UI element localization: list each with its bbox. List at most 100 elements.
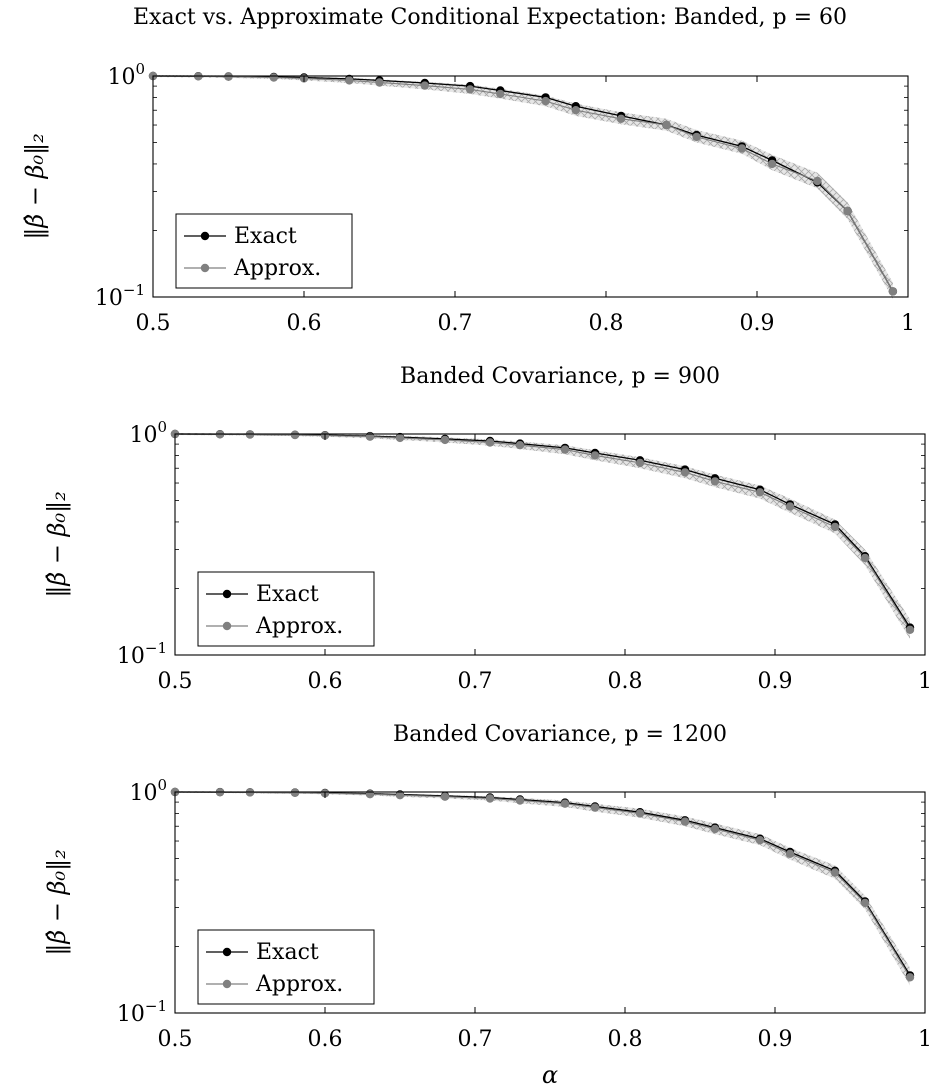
data-point-approx	[710, 477, 720, 486]
y-tick-label: 10−1	[117, 997, 167, 1027]
legend-marker	[200, 231, 210, 241]
data-point-approx	[571, 106, 580, 115]
plot-frame	[152, 75, 909, 298]
legend-marker	[222, 979, 232, 989]
data-point-approx	[365, 790, 375, 799]
data-point-approx	[813, 176, 822, 186]
x-tick-label: 1	[918, 1027, 932, 1052]
x-axis-label: α	[542, 1061, 558, 1089]
legend-marker	[222, 589, 232, 599]
data-point-approx	[785, 502, 795, 511]
y-axis-label: ‖β̂ − β₀‖₂	[21, 133, 50, 239]
data-point-approx	[710, 824, 720, 834]
chart-title: Banded Covariance, p = 1200	[393, 722, 727, 747]
data-point-approx	[485, 438, 495, 447]
chart-panel-3: Banded Covariance, p = 1200 0.5 0.6 0.7 0.8 0…	[43, 722, 932, 1089]
legend-box	[197, 929, 375, 1005]
data-point-approx	[680, 468, 690, 477]
y-tick-label: 10−1	[95, 281, 145, 311]
series-line-exact	[152, 75, 894, 292]
data-point-approx	[755, 488, 765, 497]
x-tick-label: 0.6	[287, 311, 322, 336]
legend-label: Exact	[256, 940, 319, 965]
legend-label: Approx.	[233, 256, 321, 281]
chart-panel-2: Banded Covariance, p = 900 0.5 0.6 0.7 0.8 0.…	[43, 364, 932, 694]
data-point-approx	[905, 973, 915, 982]
data-point-approx	[420, 81, 429, 90]
data-point-approx	[905, 625, 915, 634]
chart-title: Exact vs. Approximate Conditional Expect…	[133, 5, 847, 30]
x-tick-label: 0.9	[758, 669, 793, 694]
data-point-approx	[888, 287, 898, 296]
data-point-approx	[830, 522, 840, 532]
data-point-approx	[662, 120, 671, 130]
legend: Exact Approx.	[197, 571, 375, 647]
legend: Exact Approx.	[175, 213, 353, 289]
data-point-approx	[635, 458, 645, 468]
data-point-approx	[541, 96, 550, 106]
data-point-approx	[395, 433, 405, 443]
x-tick-label: 0.5	[136, 311, 171, 336]
legend-marker	[222, 947, 232, 957]
data-point-approx	[290, 788, 300, 797]
data-point-approx	[485, 794, 495, 803]
data-point-approx	[860, 898, 870, 908]
series-line-approx	[174, 433, 911, 631]
legend-label: Approx.	[255, 614, 343, 639]
series-line-approx	[152, 75, 894, 292]
x-tick-label: 0.8	[608, 669, 643, 694]
data-point-approx	[395, 791, 405, 800]
y-tick-label: 100	[129, 776, 167, 806]
y-tick-label: 10−1	[117, 639, 167, 669]
data-point-approx	[269, 73, 278, 82]
x-tick-label: 0.5	[158, 1027, 193, 1052]
data-point-approx	[515, 441, 525, 450]
data-point-approx	[496, 89, 505, 99]
x-tick-label: 0.6	[308, 669, 343, 694]
legend-label: Exact	[256, 582, 319, 607]
data-point-approx	[560, 445, 570, 454]
y-tick-label: 100	[107, 60, 145, 90]
data-point-approx	[692, 132, 701, 142]
x-tick-label: 0.7	[438, 311, 473, 336]
data-point-approx	[767, 159, 777, 169]
y-axis-label: ‖β̂ − β₀‖₂	[43, 849, 72, 955]
legend: Exact Approx.	[197, 929, 375, 1005]
data-point-approx	[345, 76, 354, 85]
data-point-approx	[843, 206, 852, 216]
data-point-approx	[224, 72, 233, 81]
legend-box	[197, 571, 375, 647]
x-tick-label: 0.8	[589, 311, 624, 336]
x-tick-label: 0.8	[608, 1027, 643, 1052]
legend-label: Approx.	[255, 972, 343, 997]
data-point-approx	[830, 868, 840, 877]
data-point-approx	[737, 144, 747, 153]
data-point-approx	[616, 114, 626, 124]
chart-title: Banded Covariance, p = 900	[400, 364, 720, 389]
legend-marker	[222, 621, 232, 631]
x-tick-label: 0.9	[758, 1027, 793, 1052]
data-point-approx	[515, 796, 525, 805]
data-point-approx	[590, 803, 600, 812]
data-point-approx	[375, 78, 384, 87]
legend-box	[175, 213, 353, 289]
x-tick-label: 0.7	[458, 669, 493, 694]
data-point-approx	[465, 85, 475, 94]
y-tick-label: 100	[129, 418, 167, 448]
series-line-approx	[174, 791, 911, 978]
data-point-approx	[635, 809, 645, 818]
x-tick-label: 1	[918, 669, 932, 694]
legend-marker	[200, 263, 210, 273]
data-point-approx	[785, 849, 795, 858]
data-point-approx	[560, 799, 570, 808]
data-point-approx	[440, 435, 450, 445]
data-point-approx	[680, 817, 690, 826]
legend-label: Exact	[234, 224, 297, 249]
x-tick-label: 0.9	[740, 311, 775, 336]
x-tick-label: 1	[901, 311, 915, 336]
data-point-approx	[440, 792, 450, 801]
data-point-approx	[365, 432, 375, 441]
plot-frame	[174, 791, 926, 1014]
data-point-approx	[755, 836, 765, 845]
